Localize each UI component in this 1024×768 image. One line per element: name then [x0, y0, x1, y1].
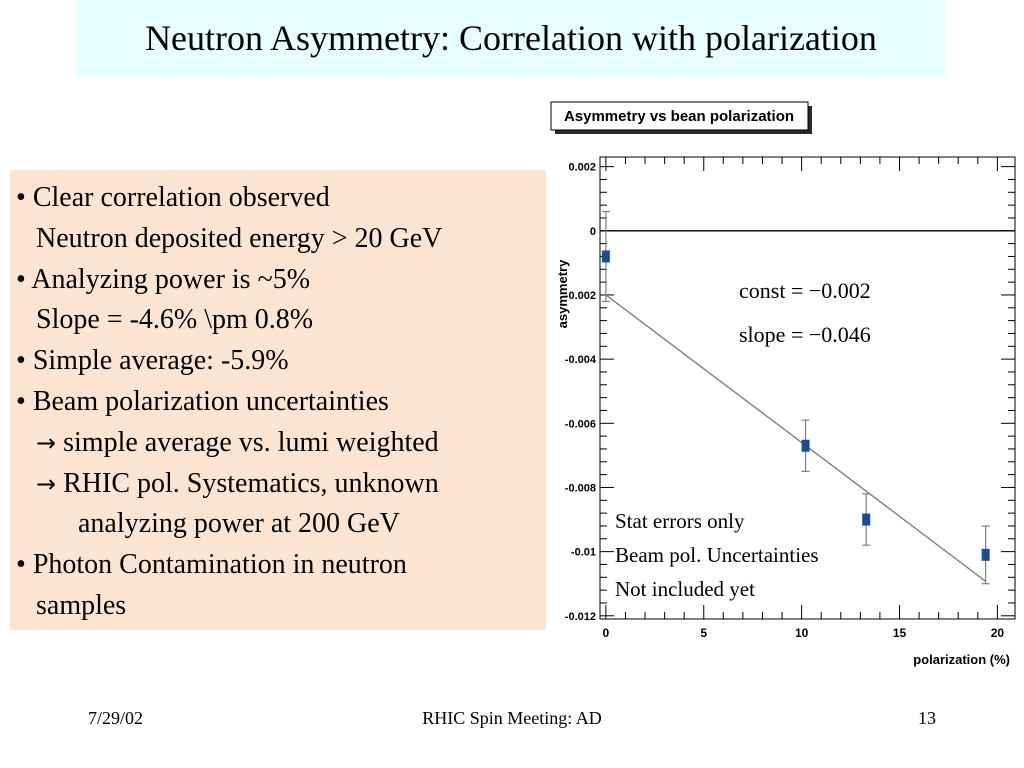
chart-marks: 0.002 0 -0.002 -0.004 -0.006 -0.008 -0.01 -0.01… — [565, 157, 1015, 640]
bullet-text: simple average vs. lumi weighted — [63, 426, 439, 458]
bullet-text: Slope = -4.6% \pm 0.8% — [36, 304, 314, 336]
bullet-text: Clear correlation observed — [32, 182, 330, 213]
bullet-text: Neutron deposited energy > 20 GeV — [36, 222, 443, 254]
bullet-line: → simple average vs. lumi weighted — [16, 423, 546, 464]
bullet-line: • Beam polarization uncertainties — [16, 382, 546, 423]
bullet-text: Photon Contamination in neutron — [32, 549, 407, 581]
bullet-line: • Clear correlation observed — [16, 178, 546, 219]
bullet-marker: • — [16, 182, 26, 213]
x-tick-label: 15 — [893, 626, 907, 640]
arrow-icon: → — [36, 428, 57, 457]
annotation-not-included: Not included yet — [615, 577, 755, 601]
x-tick-label: 5 — [700, 626, 707, 640]
bullet-line: • Simple average: -5.9% — [16, 341, 546, 382]
arrow-icon: → — [36, 469, 57, 498]
x-tick-label: 20 — [991, 626, 1005, 640]
fit-line — [605, 294, 987, 582]
annotation-stat-errors: Stat errors only — [615, 509, 745, 533]
chart-title: Asymmetry vs bean polarization — [564, 108, 794, 125]
bullet-line: • Photon Contamination in neutron — [16, 545, 546, 586]
annotation-beam-pol: Beam pol. Uncertainties — [615, 543, 819, 567]
bullet-marker: • — [16, 263, 26, 295]
data-point — [862, 513, 871, 526]
footer-page-number: 13 — [918, 708, 936, 728]
y-tick-label: -0.002 — [565, 290, 596, 302]
y-tick-label: -0.004 — [565, 354, 597, 366]
slide-title: Neutron Asymmetry: Correlation with pola… — [145, 18, 877, 58]
x-tick-label: 0 — [603, 626, 610, 640]
y-tick-label: 0.002 — [568, 162, 596, 174]
plot-background — [547, 94, 1020, 674]
data-point — [601, 250, 610, 263]
bullet-text: samples — [36, 589, 127, 621]
asymmetry-chart: Asymmetry vs bean polarization 0.002 0 -0.… — [547, 94, 1020, 674]
y-tick-label: -0.01 — [571, 547, 596, 559]
chart-title-box — [550, 101, 809, 131]
bullet-marker: • — [16, 385, 26, 417]
data-point — [981, 548, 990, 561]
y-tick-label: 0 — [590, 226, 596, 238]
y-tick-label: -0.006 — [565, 418, 596, 430]
y-axis-label: asymmetry — [555, 259, 570, 328]
x-axis-label: polarization (%) — [913, 652, 1010, 667]
x-tick-label: 10 — [795, 626, 809, 640]
bullet-line: • Analyzing power is ~5% — [16, 260, 546, 301]
plot-panel: Asymmetry vs bean polarization 0.002 0 -0.… — [547, 94, 1020, 674]
bullet-panel: • Clear correlation observed Neutron dep… — [10, 170, 546, 630]
bullet-text: RHIC pol. Systematics, unknown — [63, 467, 439, 499]
footer-date: 7/29/02 — [88, 708, 144, 728]
bullet-text: Analyzing power is ~5% — [31, 263, 311, 295]
y-tick-label: -0.008 — [565, 482, 596, 494]
fit-slope-label: slope = −0.046 — [739, 322, 871, 347]
bullet-line: samples — [16, 586, 546, 627]
bullet-line: → RHIC pol. Systematics, unknown — [16, 464, 546, 505]
bullet-text: Beam polarization uncertainties — [32, 385, 389, 417]
y-tick-label: -0.012 — [565, 611, 596, 623]
data-point — [801, 439, 810, 452]
footer-center: RHIC Spin Meeting: AD — [422, 708, 602, 728]
bullet-marker: • — [16, 549, 26, 581]
plot-frame — [599, 156, 1016, 620]
bullet-line: Slope = -4.6% \pm 0.8% — [16, 300, 546, 341]
fit-const-label: const = −0.002 — [739, 278, 871, 303]
bullet-line: Neutron deposited energy > 20 GeV — [16, 219, 546, 260]
title-box: Neutron Asymmetry: Correlation with pola… — [76, 0, 946, 76]
bullet-marker: • — [16, 345, 26, 377]
bullet-line: analyzing power at 200 GeV — [16, 504, 546, 545]
bullet-text: analyzing power at 200 GeV — [78, 508, 400, 540]
bullet-text: Simple average: -5.9% — [32, 345, 289, 377]
